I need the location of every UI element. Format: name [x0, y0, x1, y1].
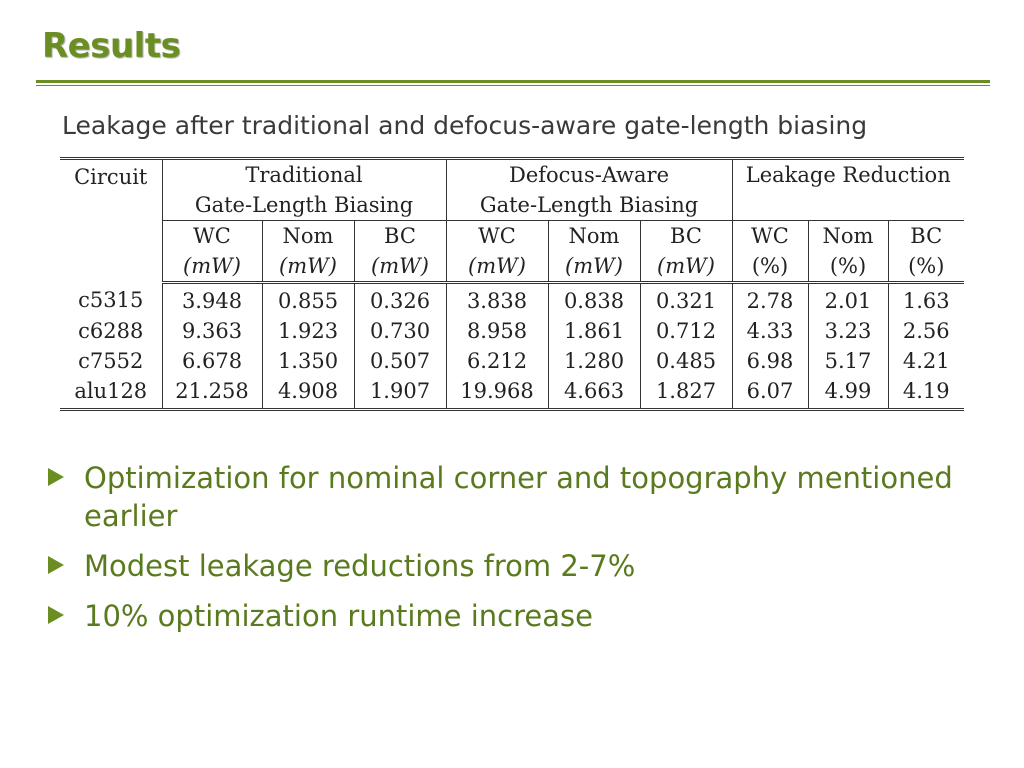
table-cell: 4.908	[261, 376, 354, 410]
table-cell: 9.363	[161, 316, 262, 346]
subheader-name: WC	[751, 224, 789, 248]
table-cell: 3.838	[445, 282, 548, 316]
circuit-name-cell: c6288	[78, 319, 144, 343]
table-cell: 0.730	[353, 316, 446, 346]
subheader-name: WC	[478, 224, 516, 248]
table-cell: 0.855	[261, 282, 354, 316]
subheader-unit: (%)	[829, 254, 867, 278]
table-cell: 1.280	[547, 346, 640, 376]
circuit-name-cell: alu128	[74, 379, 148, 403]
subheader-cell: Nom (mW)	[261, 220, 354, 284]
table-cell: 6.678	[161, 346, 262, 376]
subheader-unit: (%)	[908, 254, 945, 278]
table-cell: 0.321	[639, 282, 732, 316]
subheader-name: Nom	[568, 224, 620, 248]
subheader-cell: BC (%)	[887, 220, 964, 284]
slide-title: Results	[42, 26, 181, 66]
triangle-right-icon	[48, 556, 64, 574]
header-sub-row: WC (mW) Nom (mW) BC (mW) WC (mW) Nom (mW) BC (…	[60, 220, 964, 284]
table-cell: 0.838	[547, 282, 640, 316]
bullet-item: Modest leakage reductions from 2-7%	[46, 547, 996, 585]
table-cell: 0.485	[639, 346, 732, 376]
table-cell: 2.78	[731, 282, 808, 316]
bullet-list: Optimization for nominal corner and topo…	[46, 459, 996, 647]
bullet-text: 10% optimization runtime increase	[84, 599, 593, 633]
table-cell: 2.01	[807, 282, 888, 316]
table-cell: 0.326	[353, 282, 446, 316]
table-cell: 0.507	[353, 346, 446, 376]
table-cell: 1.907	[353, 376, 446, 410]
table-cell: 6.212	[445, 346, 548, 376]
table-cell: 4.99	[807, 376, 888, 410]
subheader-cell: Nom (%)	[807, 220, 888, 284]
bullet-text: Optimization for nominal corner and topo…	[84, 461, 953, 533]
table-cell: 1.923	[261, 316, 354, 346]
subheader-name: Nom	[282, 224, 334, 248]
subheader-cell: WC (mW)	[445, 220, 548, 284]
table-cell: 4.663	[547, 376, 640, 410]
group-header-line1: Leakage Reduction	[745, 163, 951, 187]
bullet-text: Modest leakage reductions from 2-7%	[84, 549, 636, 583]
table-cell: 0.712	[639, 316, 732, 346]
table-cell: 1.827	[639, 376, 732, 410]
group-header-defocus-aware: Defocus-Aware Gate-Length Biasing	[445, 158, 732, 221]
subheader-cell: Nom (mW)	[547, 220, 640, 284]
circuit-name-cell: c5315	[78, 288, 144, 313]
table-cell: 4.19	[887, 376, 964, 410]
circuit-header: Circuit	[74, 165, 148, 189]
group-header-leakage-reduction: Leakage Reduction	[731, 158, 965, 221]
table-cell: 3.23	[807, 316, 888, 346]
table-cell: 3.948	[161, 282, 262, 316]
table-cell: 2.56	[887, 316, 964, 346]
table-caption: Leakage after traditional and defocus-aw…	[62, 111, 868, 140]
subheader-cell: BC (mW)	[353, 220, 446, 284]
table-cell: 8.958	[445, 316, 548, 346]
table-cell: 6.07	[731, 376, 808, 410]
results-table: Circuit Traditional Gate-Length Biasing …	[60, 157, 964, 411]
bullet-item: Optimization for nominal corner and topo…	[46, 459, 996, 535]
subheader-unit: (mW)	[183, 254, 241, 278]
results-table-container: Circuit Traditional Gate-Length Biasing …	[60, 157, 964, 411]
table-row: c5315 3.948 0.855 0.326 3.838 0.838 0.32…	[60, 282, 964, 316]
group-header-line1: Traditional	[245, 163, 363, 187]
circuit-name-cell: c7552	[78, 349, 144, 373]
table-row: c7552 6.678 1.350 0.507 6.212 1.280 0.48…	[60, 346, 964, 376]
title-divider	[36, 80, 990, 86]
group-header-line2	[733, 190, 965, 220]
bullet-item: 10% optimization runtime increase	[46, 597, 996, 635]
header-group-row: Circuit Traditional Gate-Length Biasing …	[60, 158, 965, 221]
subheader-name: Nom	[822, 224, 874, 248]
table-row: c6288 9.363 1.923 0.730 8.958 1.861 0.71…	[60, 316, 964, 346]
table-cell: 1.350	[261, 346, 354, 376]
table-cell: 6.98	[731, 346, 808, 376]
subheader-cell: BC (mW)	[639, 220, 732, 284]
table-cell: 1.63	[887, 282, 964, 316]
subheader-unit: (mW)	[371, 254, 429, 278]
subheader-name: BC	[670, 224, 702, 248]
subheader-name: BC	[384, 224, 416, 248]
group-header-traditional: Traditional Gate-Length Biasing	[161, 158, 446, 221]
group-header-line2: Gate-Length Biasing	[194, 193, 414, 217]
table-cell: 1.861	[547, 316, 640, 346]
table-cell: 4.33	[731, 316, 808, 346]
subheader-cell: WC (%)	[731, 220, 808, 284]
triangle-right-icon	[48, 606, 64, 624]
subheader-name: BC	[910, 224, 943, 248]
triangle-right-icon	[48, 468, 64, 486]
subheader-unit: (mW)	[657, 254, 715, 278]
table-cell: 21.258	[161, 376, 262, 410]
table-cell: 5.17	[807, 346, 888, 376]
table-cell: 4.21	[887, 346, 964, 376]
subheader-unit: (mW)	[279, 254, 337, 278]
table-cell: 19.968	[445, 376, 548, 410]
subheader-cell: WC (mW)	[161, 220, 262, 284]
table-row: alu128 21.258 4.908 1.907 19.968 4.663 1…	[60, 376, 964, 410]
subheader-unit: (mW)	[565, 254, 623, 278]
subheader-unit: (%)	[751, 254, 789, 278]
subheader-unit: (mW)	[468, 254, 526, 278]
subheader-name: WC	[193, 224, 231, 248]
group-header-line2: Gate-Length Biasing	[479, 193, 699, 217]
group-header-line1: Defocus-Aware	[508, 163, 670, 187]
